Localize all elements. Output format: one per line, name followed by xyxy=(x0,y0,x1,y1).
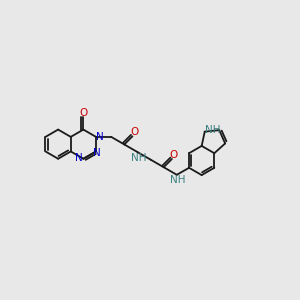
Text: NH: NH xyxy=(130,153,146,163)
Text: O: O xyxy=(79,108,88,118)
Text: O: O xyxy=(130,127,139,137)
Text: N: N xyxy=(93,148,101,158)
Text: NH: NH xyxy=(170,175,185,185)
Text: N: N xyxy=(96,132,104,142)
Text: O: O xyxy=(170,150,178,160)
Text: N: N xyxy=(75,153,83,163)
Text: NH: NH xyxy=(205,125,220,135)
